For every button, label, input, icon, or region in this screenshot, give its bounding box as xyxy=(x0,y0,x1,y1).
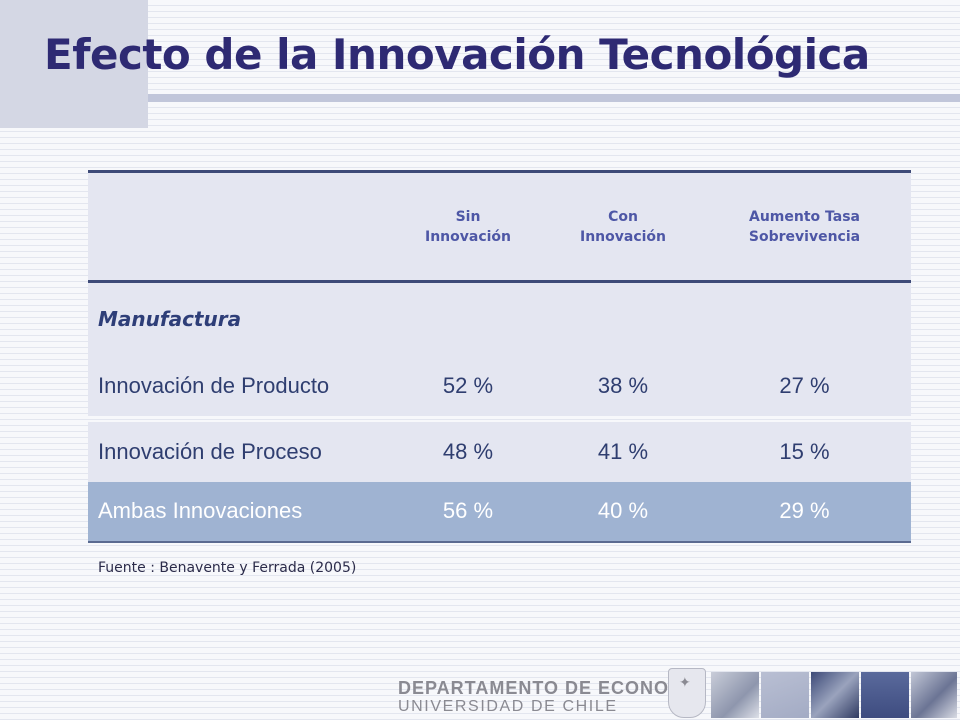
photo-thumbnail xyxy=(761,672,809,718)
table-header-row: Sin Innovación Con Innovación Aumento Ta… xyxy=(88,171,911,282)
header-aumento-tasa: Aumento Tasa Sobrevivencia xyxy=(698,172,911,282)
footer-line-1: DEPARTAMENTO DE ECONOMIA xyxy=(398,678,706,698)
header-con-innovacion: Con Innovación xyxy=(548,172,698,282)
photo-thumbnail xyxy=(861,672,909,718)
innovation-table: Sin Innovación Con Innovación Aumento Ta… xyxy=(88,170,911,543)
header-line: Aumento Tasa xyxy=(748,208,860,225)
footer-department: DEPARTAMENTO DE ECONOMIA UNIVERSIDAD DE … xyxy=(398,678,705,716)
header-empty-cell xyxy=(88,172,388,282)
source-note: Fuente : Benavente y Ferrada (2005) xyxy=(98,560,357,576)
photo-thumbnail xyxy=(811,672,859,718)
table-row: Innovación de Proceso 48 % 41 % 15 % xyxy=(88,421,911,482)
header-line: Sin xyxy=(455,208,481,225)
header-line: Con xyxy=(608,208,638,225)
table-row: Innovación de Producto 52 % 38 % 27 % xyxy=(88,355,911,416)
value-con: 38 % xyxy=(597,372,649,398)
value-aumento: 27 % xyxy=(779,372,830,398)
header-line: Innovación xyxy=(424,228,512,245)
corner-decoration xyxy=(0,0,148,128)
row-label: Innovación de Producto xyxy=(98,372,330,398)
photo-thumbnail xyxy=(911,672,957,718)
crest-star-icon: ✦ xyxy=(679,675,691,691)
value-aumento: 15 % xyxy=(779,438,830,464)
value-con: 40 % xyxy=(597,498,649,523)
table-row: Ambas Innovaciones 56 % 40 % 29 % xyxy=(88,481,911,542)
slide-title: Efecto de la Innovación Tecnológica xyxy=(44,30,870,79)
header-line: Innovación xyxy=(579,228,667,245)
title-underline-bar xyxy=(148,94,960,102)
row-label: Ambas Innovaciones xyxy=(98,498,303,523)
photo-thumbnail xyxy=(711,672,759,718)
value-sin: 56 % xyxy=(442,498,494,523)
value-sin: 48 % xyxy=(442,438,494,464)
header-line: Sobrevivencia xyxy=(748,228,861,245)
section-row: Manufactura xyxy=(88,281,911,356)
value-sin: 52 % xyxy=(442,372,494,398)
header-sin-innovacion: Sin Innovación xyxy=(388,172,548,282)
university-crest-icon: ✦ xyxy=(668,668,706,718)
value-aumento: 29 % xyxy=(779,498,830,523)
value-con: 41 % xyxy=(597,438,649,464)
section-label: Manufactura xyxy=(98,307,242,332)
footer-line-2: UNIVERSIDAD DE CHILE xyxy=(398,698,618,715)
row-label: Innovación de Proceso xyxy=(98,438,322,464)
